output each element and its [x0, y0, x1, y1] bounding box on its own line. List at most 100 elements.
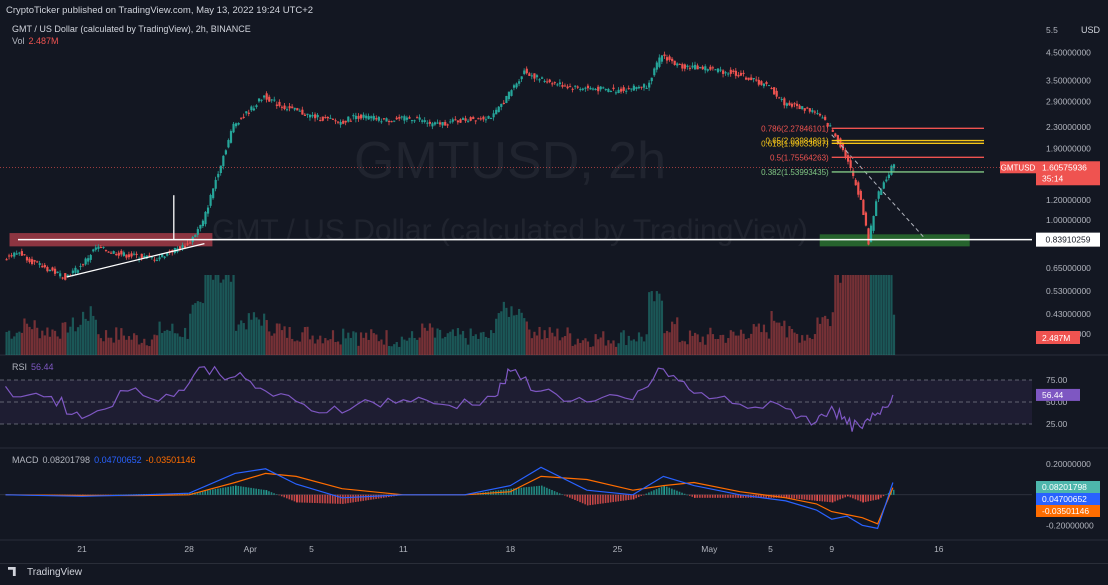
volume-bar [76, 327, 80, 355]
candle-body [602, 87, 605, 89]
candle-body [762, 83, 766, 87]
volume-bar [645, 334, 648, 355]
volume-bar [13, 336, 16, 355]
volume-bar [354, 332, 358, 355]
candle-body [836, 135, 839, 144]
macd-histogram-bar [184, 493, 186, 495]
volume-bar [612, 340, 615, 355]
candle-body [181, 245, 184, 249]
candle-body [709, 66, 712, 70]
volume-bar [538, 326, 541, 355]
candle-body [158, 257, 161, 260]
macd-histogram-bar [734, 494, 737, 498]
tradingview-logo[interactable]: TradingView [8, 567, 82, 578]
candle-body [510, 90, 513, 96]
candle-body [607, 89, 610, 92]
macd-histogram-bar [237, 485, 240, 495]
countdown-label: 35:14 [1042, 173, 1064, 183]
candle-body [716, 68, 720, 73]
candle-body [783, 98, 786, 106]
volume-bar [265, 320, 268, 355]
macd-histogram-bar [745, 494, 747, 498]
candle-body [535, 75, 539, 78]
macd-histogram-bar [209, 489, 212, 495]
candle-body [23, 254, 26, 256]
volume-bar [831, 312, 834, 355]
macd-histogram-bar [229, 486, 232, 495]
macd-value-label: 0.08201798 [1042, 482, 1087, 492]
volume-bar [829, 326, 832, 355]
volume-bar [576, 338, 579, 355]
macd-histogram-bar [566, 494, 569, 497]
volume-badge [1036, 331, 1080, 344]
volume-bar [23, 318, 26, 355]
volume-bar [199, 301, 202, 355]
candle-body [813, 111, 817, 113]
volume-bar [66, 332, 69, 355]
volume-bar [214, 275, 217, 355]
volume-bar [229, 281, 233, 355]
candle-body [770, 87, 773, 89]
volume-bar [783, 320, 786, 355]
candle-body [217, 173, 220, 178]
macd-histogram-bar [329, 494, 331, 504]
volume-bar [563, 336, 567, 355]
watermark-name: GMT / US Dollar (calculated by TradingVi… [212, 214, 808, 247]
volume-bar [528, 329, 531, 355]
candle-body [505, 96, 508, 104]
candle-body [525, 68, 528, 74]
candle-body [518, 81, 521, 84]
volume-bar [472, 336, 475, 355]
volume-bar [102, 341, 105, 355]
candle-body [102, 246, 105, 248]
candle-body [701, 66, 704, 70]
price-chart-canvas[interactable]: GMTUSD, 2h GMT / US Dollar (calculated by… [0, 0, 1108, 563]
candle-body [497, 106, 500, 113]
candle-body [556, 84, 559, 86]
candle-body [495, 109, 498, 115]
rsi-value-label: 56.44 [1042, 390, 1064, 400]
time-tick-label: 18 [506, 544, 516, 554]
volume-bar [711, 334, 715, 355]
volume-bar [461, 330, 465, 355]
macd-histogram-bar [648, 492, 650, 495]
volume-bar [767, 338, 771, 355]
candle-body [844, 149, 847, 157]
volume-bar [393, 344, 396, 355]
volume-bar [724, 342, 727, 355]
volume-bar [92, 315, 95, 355]
volume-bar [622, 330, 625, 355]
time-tick-label: 9 [829, 544, 834, 554]
candle-body [112, 251, 115, 254]
macd-histogram-bar [301, 494, 303, 503]
macd-histogram-bar [199, 491, 201, 495]
volume-bar [673, 324, 676, 355]
volume-bar [525, 321, 528, 355]
symbol-title[interactable]: GMT / US Dollar (calculated by TradingVi… [12, 24, 251, 34]
macd-histogram-bar [543, 486, 546, 495]
macd-histogram-bar [724, 494, 727, 498]
rsi-legend-value: 56.44 [31, 362, 54, 372]
macd-histogram-bar [829, 494, 831, 503]
candle-body [390, 121, 393, 123]
macd-histogram-bar [548, 488, 551, 495]
candle-body [395, 117, 398, 120]
candle-body [365, 115, 368, 119]
macd-histogram-bar [767, 494, 770, 498]
macd-histogram-bar [347, 494, 349, 504]
volume-bar [839, 282, 842, 355]
time-tick-label: 5 [768, 544, 773, 554]
volume-bar [357, 345, 360, 355]
volume-bar [89, 306, 92, 355]
macd-histogram-bar [844, 494, 847, 498]
volume-bar [887, 275, 890, 355]
macd-histogram-bar [518, 487, 520, 495]
candle-body [821, 117, 824, 119]
fib-level-label: 0.5(1.75564263) [770, 153, 829, 162]
macd-histogram-bar [224, 487, 227, 495]
macd-histogram-bar [808, 494, 811, 501]
macd-histogram-bar [574, 494, 576, 500]
macd-histogram-bar [653, 490, 655, 495]
volume-bar [107, 337, 110, 355]
volume-bar [441, 338, 444, 355]
